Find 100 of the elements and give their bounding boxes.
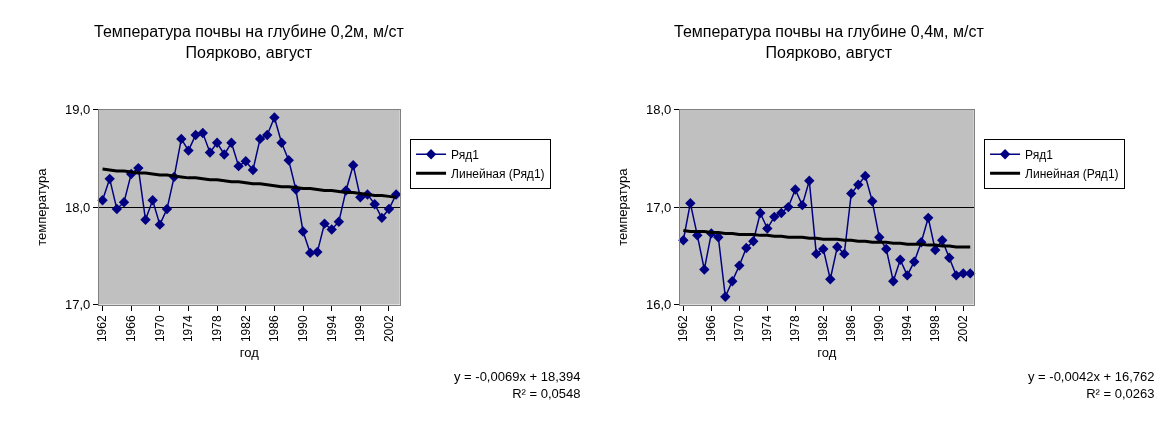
point (204, 147, 216, 158)
point (762, 223, 773, 234)
point (902, 270, 913, 281)
x-tick-label: 1998 (928, 315, 943, 343)
point (347, 160, 359, 171)
y-tick-label: 16,0 (645, 297, 672, 313)
point (790, 184, 801, 195)
point (748, 236, 759, 247)
point (867, 196, 878, 207)
x-axis-title: год (239, 344, 260, 360)
point (297, 226, 309, 237)
point (104, 173, 115, 185)
point (240, 156, 251, 167)
point (262, 129, 273, 141)
text: y = -0,0069x + 18,394 R² = 0,0548 (454, 369, 581, 401)
point (839, 248, 850, 260)
point (685, 198, 696, 209)
x-tick-label: 1962 (676, 315, 691, 343)
point (755, 207, 766, 219)
x-tick-label: 1998 (353, 315, 368, 343)
point (319, 218, 330, 229)
x-axis-title: год (817, 344, 837, 360)
point (197, 127, 208, 139)
x-tick-label: 1990 (872, 315, 887, 343)
point (860, 170, 871, 182)
point (846, 188, 857, 199)
point (269, 112, 280, 123)
point (818, 243, 829, 255)
point (825, 274, 836, 285)
x-tick-label: 1994 (324, 315, 339, 343)
text: y = -0,0042x + 16,762 R² = 0,0263 (1028, 369, 1155, 401)
point (727, 275, 738, 287)
y-tick-label: 17,0 (645, 199, 672, 215)
point (283, 155, 294, 166)
x-tick-label: 1966 (704, 315, 719, 343)
x-tick-label: 1978 (788, 315, 803, 343)
y-tick-label: 17,0 (65, 297, 91, 313)
point (678, 235, 689, 246)
point (219, 149, 230, 160)
x-tick-label: 1978 (210, 315, 225, 343)
point (853, 179, 864, 190)
legend-label: Ряд1 (1025, 147, 1054, 162)
point (147, 195, 158, 206)
point (118, 197, 130, 208)
point (895, 254, 906, 265)
point (734, 260, 745, 271)
point (699, 264, 710, 275)
x-tick-label: 1966 (124, 315, 139, 343)
point (881, 243, 892, 255)
y-axis-title: температура (614, 167, 630, 246)
point (797, 199, 808, 211)
x-tick-label: 1970 (732, 315, 747, 343)
point (951, 270, 962, 281)
x-tick-label: 1986 (844, 315, 859, 343)
y-tick-label: 18,0 (645, 102, 672, 118)
x-tick-label: 1986 (267, 315, 282, 343)
point (720, 291, 731, 302)
chart-title: Температура почвы на глубине 0,4м, м/ст Поярково, август (674, 23, 985, 61)
point (254, 133, 266, 145)
x-tick-label: 1990 (295, 315, 310, 343)
point (226, 137, 237, 148)
legend-label: Ряд1 (451, 147, 480, 162)
point (944, 252, 955, 263)
point (326, 224, 337, 235)
point (276, 137, 287, 148)
y-tick-label: 18,0 (65, 199, 91, 215)
x-tick-label: 1982 (238, 315, 253, 343)
point (937, 235, 948, 246)
point (333, 216, 345, 227)
x-tick-label: 1994 (900, 315, 915, 343)
point (161, 203, 173, 215)
point (154, 219, 166, 230)
point (376, 212, 388, 224)
x-tick-label: 2002 (956, 315, 971, 343)
y-tick-label: 19,0 (65, 102, 91, 118)
point (369, 198, 380, 210)
point (183, 145, 194, 156)
point (783, 201, 794, 213)
point (233, 160, 244, 172)
point (741, 242, 752, 254)
x-tick-label: 1970 (152, 315, 167, 343)
y-axis-title: температура (33, 167, 49, 246)
point (211, 137, 223, 148)
x-tick-label: 2002 (381, 315, 396, 343)
x-tick-label: 1974 (760, 315, 775, 343)
point (888, 275, 899, 287)
legend-label: Линейная (Ряд1) (1025, 166, 1119, 181)
legend-label: Линейная (Ряд1) (451, 166, 545, 181)
point (769, 211, 780, 223)
point (312, 246, 323, 258)
point (247, 164, 259, 176)
point (176, 133, 187, 145)
point (923, 212, 934, 224)
x-tick-label: 1982 (816, 315, 831, 343)
point (305, 247, 316, 259)
point (111, 203, 123, 215)
point (909, 256, 920, 267)
point (965, 268, 976, 279)
x-tick-label: 1962 (95, 315, 110, 343)
point (811, 248, 822, 260)
